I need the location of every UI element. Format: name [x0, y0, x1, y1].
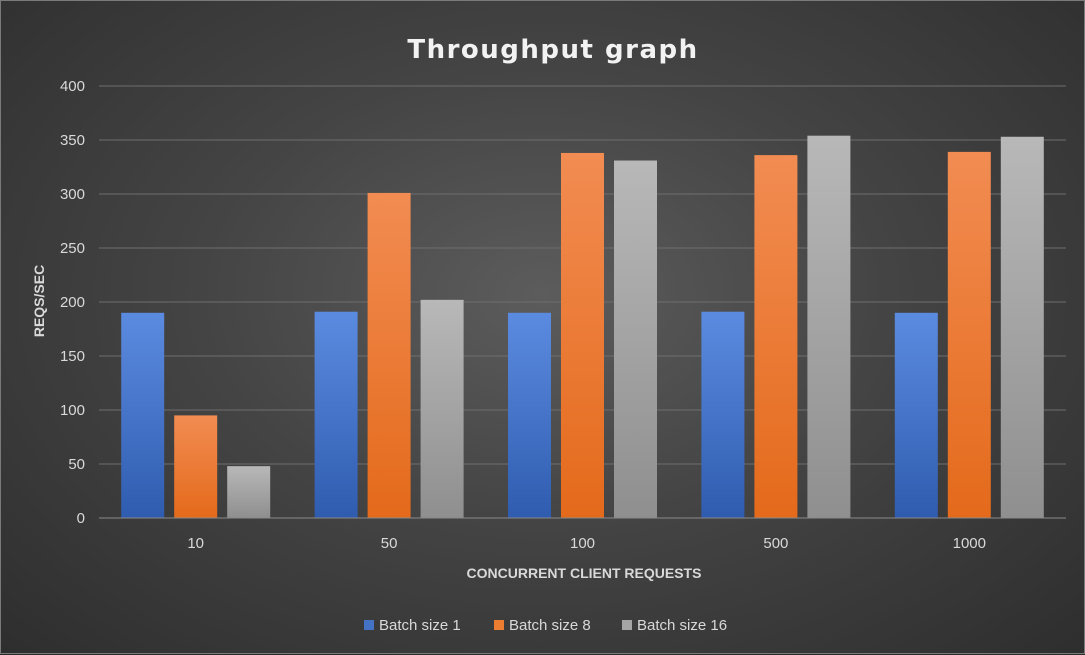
x-tick-label: 500 [763, 535, 788, 552]
x-tick-labels: 10 50 100 500 1000 [187, 535, 986, 552]
bar-batch-size-1-1000 [894, 312, 938, 518]
bar-batch-size-8-50 [367, 192, 411, 519]
bar-batch-size-16-10 [227, 466, 271, 518]
y-tick-label: 250 [60, 240, 85, 257]
bar-batch-size-8-1000 [947, 151, 991, 518]
bar-batch-size-8-100 [561, 152, 604, 518]
y-tick-label: 50 [68, 456, 85, 473]
legend-label: Batch size 1 [379, 617, 461, 634]
y-tick-label: 400 [60, 78, 85, 95]
y-tick-label: 350 [60, 132, 85, 149]
bar-batch-size-1-50 [314, 311, 358, 518]
y-tick-label: 150 [60, 348, 85, 365]
bar-batch-size-16-500 [807, 135, 851, 518]
bar-batch-size-8-10 [174, 415, 218, 518]
bar-batch-size-1-500 [701, 311, 745, 518]
legend-swatch [622, 620, 632, 630]
bar-batch-size-1-10 [121, 312, 165, 518]
x-tick-label: 10 [187, 535, 204, 552]
x-tick-label: 100 [570, 535, 595, 552]
chart-title: Throughput graph [407, 35, 698, 65]
y-tick-label: 200 [60, 294, 85, 311]
bar-batch-size-1-100 [508, 312, 551, 518]
x-tick-label: 1000 [953, 535, 986, 552]
y-tick-label: 0 [77, 510, 85, 527]
legend-swatch [364, 620, 374, 630]
y-tick-label: 100 [60, 402, 85, 419]
bar-batch-size-16-100 [614, 160, 657, 518]
bars [121, 135, 1044, 519]
legend-label: Batch size 8 [509, 617, 591, 634]
bar-batch-size-8-500 [754, 155, 798, 518]
y-tick-label: 300 [60, 186, 85, 203]
bar-batch-size-16-50 [420, 299, 464, 518]
legend: Batch size 1 Batch size 8 Batch size 16 [364, 617, 727, 634]
x-tick-label: 50 [381, 535, 398, 552]
legend-swatch [494, 620, 504, 630]
y-axis-title: REQS/SEC [31, 265, 47, 337]
bar-batch-size-16-1000 [1000, 136, 1044, 518]
legend-label: Batch size 16 [637, 617, 727, 634]
y-tick-labels: 0 50 100 150 200 250 300 350 400 [60, 78, 85, 527]
x-axis-title: CONCURRENT CLIENT REQUESTS [467, 565, 702, 581]
